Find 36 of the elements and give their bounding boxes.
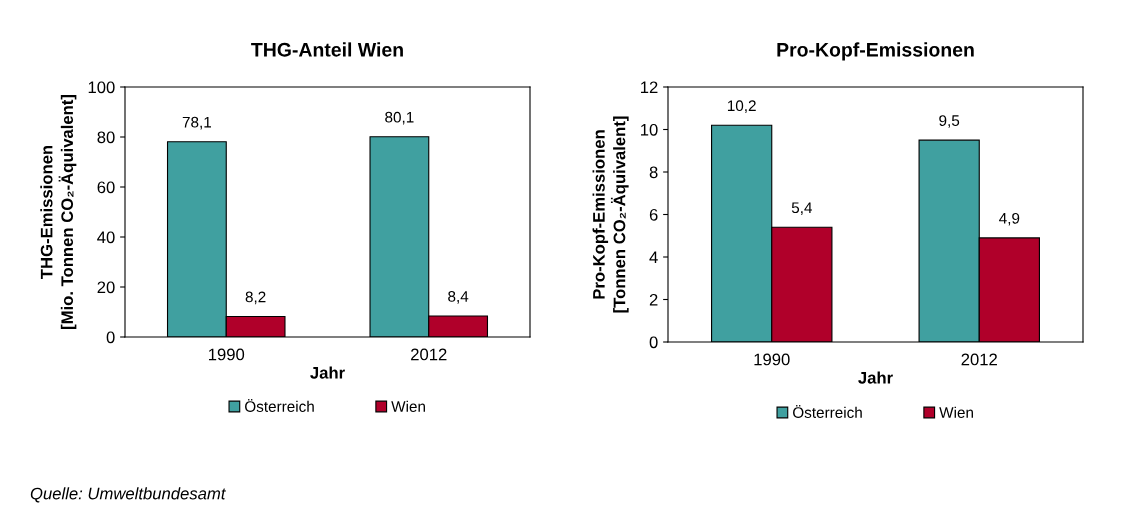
data-label: 9,5 [939,115,960,128]
legend-label: Wien [391,400,425,412]
source-note: Quelle: Umweltbundesamt [30,487,227,503]
y-axis-title: Pro-Kopf-Emissionen [Tonnen CO₂-Äquivalent] [592,116,629,313]
data-label: 8,4 [448,291,469,304]
y-tick-label: 0 [106,331,115,344]
chart-title: THG-Anteil Wien [251,42,403,57]
y-tick-label: 4 [649,251,658,264]
y-tick-label: 60 [97,181,115,194]
y-tick-label: 40 [97,231,115,244]
legend-label: Wien [939,406,973,418]
x-axis-title: Jahr [310,366,345,379]
data-label: 8,2 [245,291,266,305]
x-tick-label: 1990 [208,348,245,361]
data-label: 4,9 [999,212,1020,226]
data-label: 5,4 [791,202,813,215]
data-label: 80,1 [385,111,414,125]
y-tick-label: 80 [97,131,115,144]
y-tick-label: 10 [641,123,658,136]
x-axis-title: Jahr [858,371,893,384]
y-tick-label: 100 [88,81,115,94]
y-tick-label: 8 [649,166,658,179]
legend-label: Österreich [245,399,314,412]
y-tick-label: 20 [97,281,115,294]
legend-label: Österreich [793,405,862,418]
chart-title: Pro-Kopf-Emissionen [777,42,974,61]
data-label: 78,1 [182,116,212,130]
y-axis-title: THG-Emissionen [Mio. Tonnen CO₂-Äquivalent] [40,95,77,329]
y-tick-label: 0 [649,336,658,349]
x-tick-label: 1990 [754,353,790,366]
y-tick-label: 2 [649,293,658,306]
y-tick-label: 6 [649,208,658,221]
y-tick-label: 12 [641,81,658,94]
x-tick-label: 2012 [961,353,997,366]
data-label: 10,2 [727,100,756,113]
x-tick-label: 2012 [411,348,447,361]
